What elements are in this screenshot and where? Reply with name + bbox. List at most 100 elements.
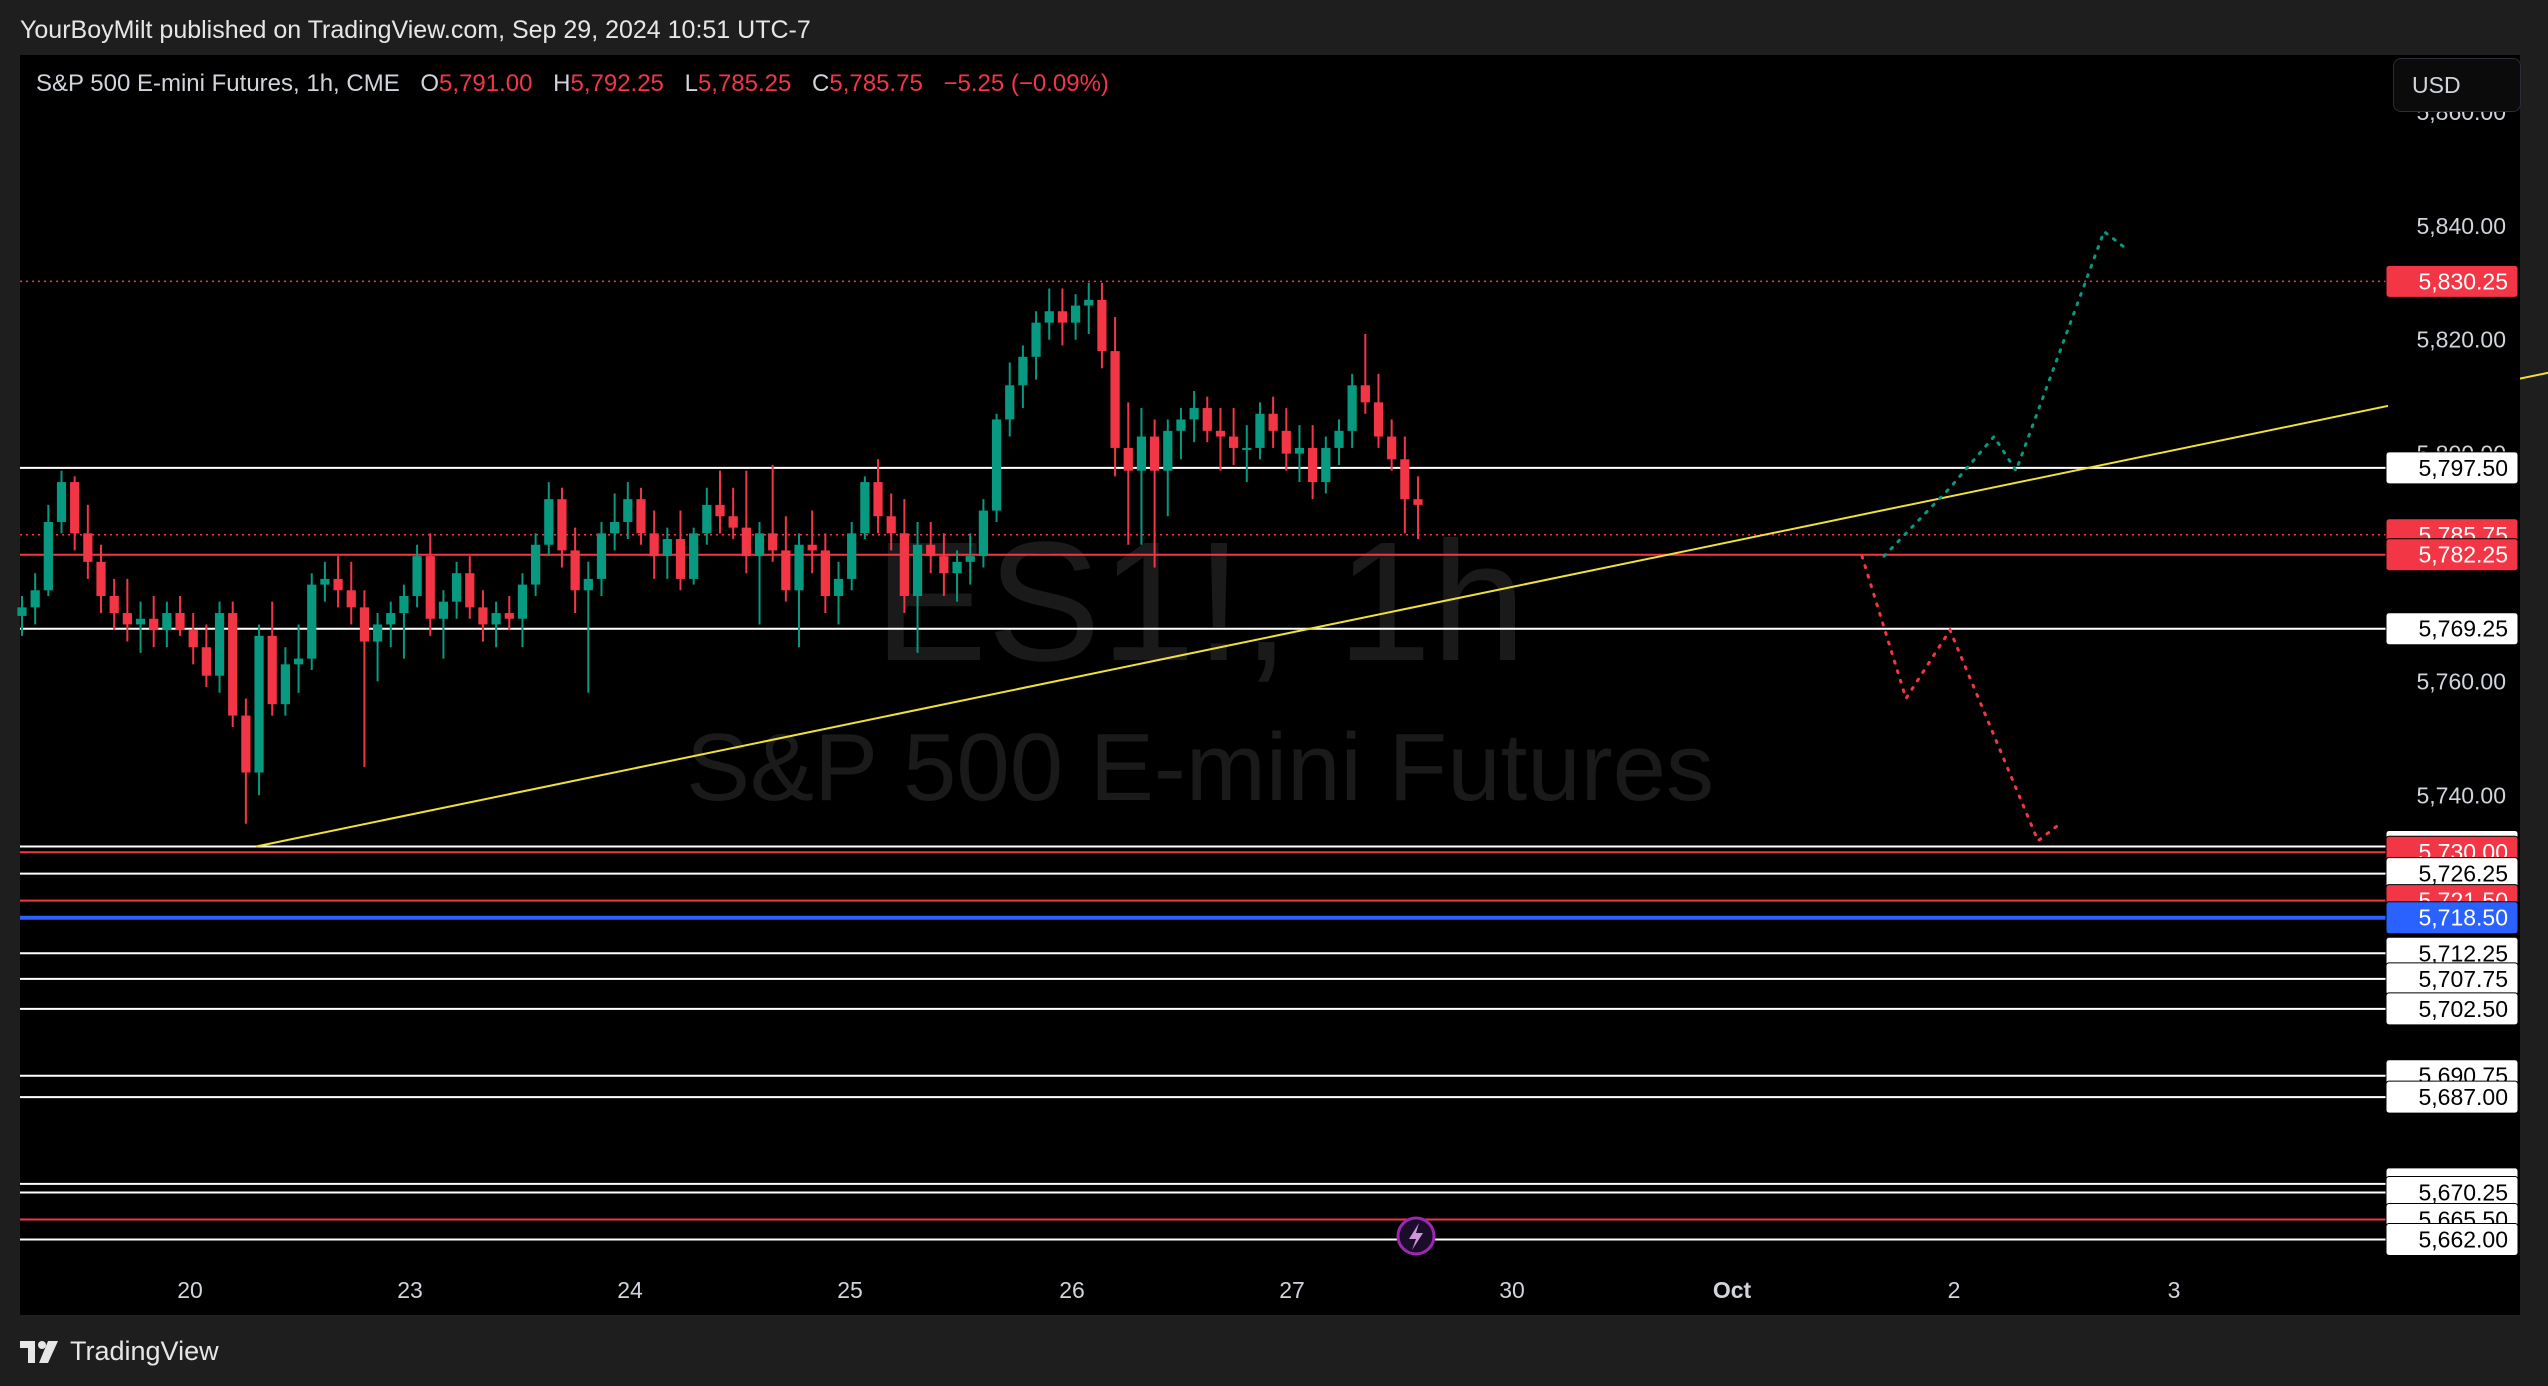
change-value: −5.25 (−0.09%)	[943, 70, 1109, 97]
projection-down-path[interactable]	[1860, 554, 2062, 844]
candle-body	[926, 544, 936, 557]
candle-body	[662, 539, 672, 557]
x-tick-label: Oct	[1713, 1277, 1752, 1303]
candle-body	[1097, 299, 1107, 352]
candle-body	[833, 578, 844, 596]
symbol-title[interactable]: S&P 500 E-mini Futures, 1h, CME	[36, 70, 400, 97]
candle-body	[899, 533, 909, 596]
candle-body	[596, 533, 607, 579]
candle-body	[1136, 436, 1147, 471]
candle-body	[451, 573, 462, 602]
price-level-tag[interactable]: 5,718.50	[2385, 901, 2519, 935]
candle-body	[728, 516, 738, 528]
candle-body	[1413, 499, 1423, 505]
candle-body	[320, 578, 330, 585]
candle-body	[1255, 413, 1265, 448]
candle-body	[333, 578, 343, 591]
price-level-label: 5,769.25	[2418, 616, 2508, 642]
brand-name: TradingView	[70, 1336, 219, 1366]
candle-body	[768, 533, 778, 551]
candle-body	[293, 658, 304, 665]
price-level-tag[interactable]: 5,702.50	[2385, 992, 2519, 1026]
candle-body	[781, 550, 791, 591]
y-tick-label: 5,760.00	[2416, 668, 2506, 694]
candle-body	[847, 533, 857, 579]
price-level-label: 5,782.25	[2418, 542, 2508, 568]
candle-body	[1189, 408, 1199, 420]
chart-canvas[interactable]: ES1!, 1hS&P 500 E-mini Futures5,860.005,…	[0, 0, 2548, 1316]
price-level-label: 5,797.50	[2418, 455, 2508, 481]
candle-body	[1308, 447, 1318, 483]
candle-body	[43, 521, 53, 591]
price-level-tag[interactable]: 5,726.25	[2385, 857, 2519, 891]
candle-body	[70, 482, 80, 534]
footer	[0, 1316, 2548, 1386]
price-level-label: 5,670.25	[2418, 1179, 2508, 1205]
price-level-tag[interactable]: 5,830.25	[2385, 264, 2519, 298]
candle-body	[1070, 305, 1081, 323]
price-level-label: 5,687.00	[2418, 1084, 2508, 1110]
candle-body	[307, 584, 317, 659]
candle-body	[820, 550, 830, 596]
x-tick-label: 2	[1948, 1277, 1961, 1303]
trendline[interactable]	[255, 237, 2548, 848]
price-level-label: 5,662.00	[2418, 1226, 2508, 1252]
price-level-tag[interactable]: 5,707.75	[2385, 962, 2519, 996]
projection-up-path[interactable]	[1882, 229, 2128, 558]
candle-body	[188, 630, 198, 648]
publish-info: YourBoyMilt published on TradingView.com…	[20, 16, 811, 44]
x-tick-label: 23	[397, 1277, 423, 1303]
price-level-tag[interactable]: 5,687.00	[2385, 1080, 2519, 1114]
candle-body	[372, 624, 383, 642]
high-label: H	[553, 70, 571, 97]
candle-body	[399, 595, 409, 614]
chart-area[interactable]	[20, 55, 2520, 1315]
candle-body	[83, 533, 93, 562]
candle-body	[228, 613, 238, 716]
x-tick-label: 27	[1279, 1277, 1305, 1303]
candle-body	[162, 613, 172, 631]
price-level-tag[interactable]: 5,712.25	[2385, 936, 2519, 970]
candle-body	[241, 715, 251, 773]
candle-body	[991, 419, 1002, 511]
tradingview-brand[interactable]: TradingView	[20, 1336, 219, 1367]
candle-body	[1202, 408, 1212, 431]
price-level-label: 5,712.25	[2418, 940, 2508, 966]
candle-body	[254, 635, 264, 773]
candle-body	[149, 618, 159, 631]
candle-body	[675, 539, 686, 579]
candle-body	[1387, 436, 1397, 460]
price-level-tag[interactable]: 5,662.00	[2385, 1222, 2519, 1256]
candle-body	[1321, 447, 1331, 483]
candle-body	[1018, 356, 1028, 386]
candle-body	[1057, 311, 1068, 323]
x-tick-label: 20	[177, 1277, 203, 1303]
candle-body	[1229, 436, 1239, 448]
candle-body	[689, 533, 699, 579]
candle-body	[17, 607, 27, 616]
candle-body	[1031, 322, 1041, 357]
candle-body	[109, 595, 119, 614]
currency-button[interactable]: USD	[2393, 58, 2521, 112]
candle-body	[201, 647, 211, 676]
high-value: 5,792.25	[570, 70, 664, 97]
event-lightning-icon[interactable]	[1396, 1216, 1436, 1256]
open-label: O	[420, 70, 440, 97]
price-level-label: 5,707.75	[2418, 966, 2508, 992]
y-tick-label: 5,740.00	[2416, 782, 2506, 808]
candle-body	[1176, 419, 1186, 431]
candle-body	[30, 590, 40, 608]
close-value: 5,785.75	[829, 70, 923, 97]
price-level-tag[interactable]: 5,670.25	[2385, 1175, 2519, 1209]
price-level-label: 5,726.25	[2418, 861, 2508, 887]
price-level-tag[interactable]: 5,797.50	[2385, 451, 2519, 485]
price-level-tag[interactable]: 5,769.25	[2385, 612, 2519, 646]
candle-body	[570, 550, 580, 591]
time-axis[interactable]	[20, 1262, 2388, 1314]
candle-body	[741, 527, 751, 557]
price-level-tag[interactable]: 5,782.25	[2385, 538, 2519, 572]
candle-body	[491, 613, 501, 625]
x-tick-label: 26	[1059, 1277, 1085, 1303]
candle-body	[1281, 430, 1291, 454]
low-label: L	[684, 70, 698, 97]
